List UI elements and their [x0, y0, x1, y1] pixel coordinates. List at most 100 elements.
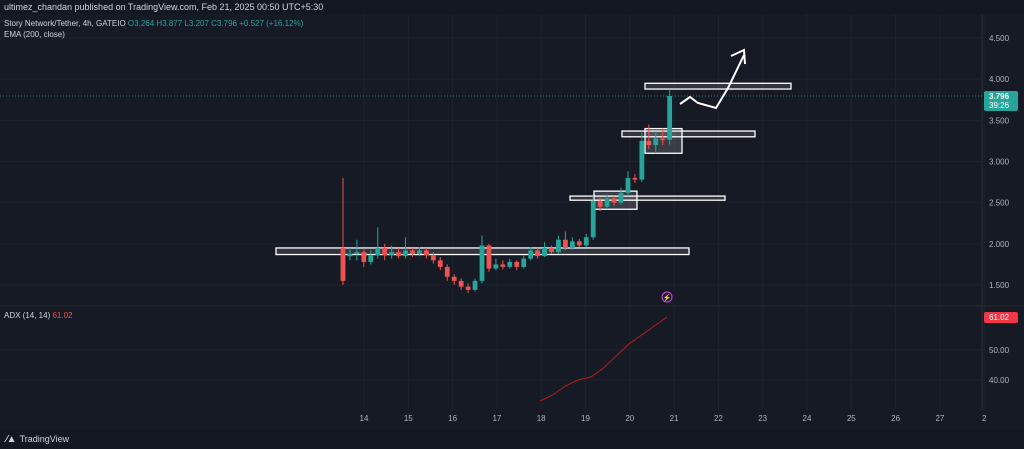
time-tick-label: 18 [537, 414, 546, 423]
support-zones [275, 82, 792, 256]
ema-legend[interactable]: EMA (200, close) [4, 30, 65, 40]
time-tick-label: 25 [847, 414, 856, 423]
candle-body [632, 177, 638, 180]
ohlc-close: 3.796 [216, 19, 237, 28]
candle-body [410, 250, 415, 254]
projection-arrow [679, 54, 745, 110]
time-tick-label: 22 [714, 414, 723, 423]
support-zone [621, 130, 756, 138]
chart-grid [0, 14, 1024, 410]
support-zone [644, 82, 792, 90]
candle-body [472, 280, 478, 290]
candle-body [354, 252, 360, 254]
tradingview-logo-icon: ⁄▲ [6, 434, 17, 445]
last-price-label [984, 90, 1018, 111]
candle-body [535, 250, 540, 257]
lightning-icon [661, 291, 673, 303]
lightning-glyph: ⚡ [663, 293, 672, 302]
time-tick-label: 26 [891, 414, 900, 423]
bar-countdown: 39:26 [989, 101, 1010, 110]
candle-body [583, 237, 589, 246]
candle-body [368, 255, 374, 262]
price-tick-label: 3.000 [989, 158, 1010, 167]
chart-area[interactable]: ⚡ 4.500 4.000 3.500 3.000 2.500 2.000 1.500 50.… [0, 14, 1024, 430]
price-tick-label: 2.500 [989, 199, 1010, 208]
price-tick-label: 4.000 [989, 75, 1010, 84]
candle-body [479, 245, 485, 281]
adx-legend[interactable]: ADX (14, 14) 61.02 [4, 311, 73, 321]
publish-header: ultimez_chandan published on TradingView… [0, 0, 1024, 14]
candle-body [493, 264, 499, 269]
candle-body [646, 140, 652, 146]
time-tick-label: 15 [404, 414, 413, 423]
candle-body [465, 286, 471, 290]
chart-canvas[interactable]: ⚡ 4.500 4.000 3.500 3.000 2.500 2.000 1.500 50.… [0, 14, 1024, 430]
price-tick-label: 3.500 [989, 116, 1010, 125]
candle-body [361, 252, 367, 262]
symbol-name: Story Network/Tether, 4h, GATEIO [4, 19, 126, 28]
ohlc-open-label: O [127, 19, 135, 28]
projection-arrowhead [730, 48, 746, 65]
adx-value: 61.02 [52, 311, 73, 320]
candle-body [653, 138, 659, 146]
candle-body [590, 201, 596, 238]
adx-tick-label: 40.00 [989, 376, 1010, 385]
candle-body [382, 247, 388, 256]
candle-body [486, 245, 492, 269]
candle-body [507, 261, 513, 267]
time-tick-label: 2 [982, 414, 987, 423]
candle-body [576, 241, 582, 246]
last-price-value: 3.796 [989, 92, 1010, 101]
candle-body [556, 239, 561, 253]
candle-body [563, 239, 568, 248]
price-tick-label: 4.500 [989, 34, 1010, 43]
candle-body [417, 250, 422, 254]
candle-body [618, 192, 624, 203]
candle-body [375, 247, 381, 256]
publish-info: ultimez_chandan published on TradingView… [4, 2, 324, 12]
ohlc-low: 3.207 [188, 19, 209, 28]
ohlc-high: 3.877 [162, 19, 183, 28]
candle-body [458, 280, 464, 287]
candle-body [604, 198, 610, 207]
price-change: +0.527 (+16.12%) [239, 19, 304, 28]
support-zone [569, 195, 726, 201]
ohlc-open: 3.264 [134, 19, 155, 28]
time-tick-label: 23 [758, 414, 767, 423]
candle-body [542, 247, 547, 257]
adx-series [539, 316, 668, 402]
candle-body [639, 140, 645, 180]
symbol-legend[interactable]: Story Network/Tether, 4h, GATEIO O3.264 … [4, 19, 303, 29]
adx-label: ADX (14, 14) [4, 311, 51, 320]
time-tick-label: 20 [625, 414, 634, 423]
candle-body [430, 255, 436, 261]
candle-body [667, 95, 673, 140]
adx-last-label [984, 311, 1018, 323]
candle-body [437, 260, 443, 267]
candle-body [514, 261, 520, 267]
time-tick-label: 21 [670, 414, 679, 423]
time-tick-label: 14 [360, 414, 369, 423]
candle-body [389, 252, 395, 256]
candle-body [444, 266, 450, 277]
candle-body [396, 252, 401, 257]
candle-body [528, 250, 534, 259]
candle-body [347, 253, 353, 257]
candlestick-series [340, 89, 673, 294]
candle-body [424, 250, 429, 256]
ema-label: EMA (200, close) [4, 30, 65, 39]
footer-bar: ⁄▲ TradingView [0, 430, 1024, 449]
candle-body [597, 201, 603, 207]
ohlc-high-label: H [156, 19, 163, 28]
candle-body [521, 258, 527, 267]
ohlc-close-label: C [211, 19, 217, 28]
price-tick-label: 2.000 [989, 240, 1010, 249]
candle-body [451, 276, 457, 281]
candle-body [625, 177, 631, 193]
time-tick-label: 27 [935, 414, 944, 423]
candle-body [340, 247, 346, 281]
annotations: ⚡ [0, 48, 982, 303]
tradingview-logo[interactable]: ⁄▲ TradingView [6, 430, 69, 449]
price-tick-label: 1.500 [989, 281, 1010, 290]
adx-tick-label: 50.00 [989, 346, 1010, 355]
